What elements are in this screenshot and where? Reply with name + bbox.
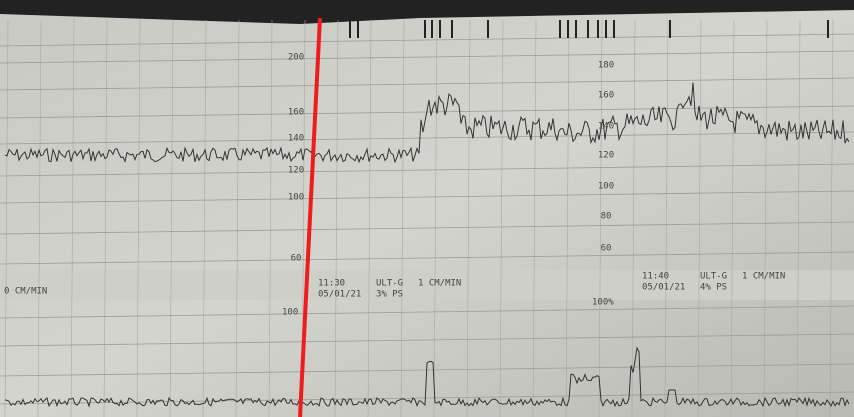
- scale-label: 160: [598, 91, 614, 101]
- paper: [0, 0, 854, 417]
- speed: 1 CM/MIN: [742, 272, 785, 282]
- scale-label: 140: [288, 134, 304, 144]
- scale-label: 140: [598, 122, 614, 132]
- mode: ULT-G: [376, 279, 403, 289]
- date: 05/01/21: [318, 290, 361, 300]
- scale-label: 100: [288, 193, 304, 203]
- scale-label: 160: [288, 108, 304, 118]
- scale-label: 60: [291, 254, 302, 264]
- speed-label: 0 CM/MIN: [4, 287, 47, 297]
- scale-label: 80: [601, 212, 612, 222]
- time: 11:30: [318, 279, 345, 289]
- mode: ULT-G: [700, 272, 727, 282]
- scale-label: 200: [288, 53, 304, 63]
- scale-label: 60: [601, 244, 612, 254]
- speed: 1 CM/MIN: [418, 279, 461, 289]
- date: 05/01/21: [642, 283, 685, 293]
- scale-label: 180: [598, 61, 614, 71]
- ps: 4% PS: [700, 283, 727, 293]
- scale-label: 120: [598, 151, 614, 161]
- time: 11:40: [642, 272, 669, 282]
- ctg-photo: 0 CM/MIN 100 100% 200 160 140 120 100 60 180 16…: [0, 0, 854, 417]
- uc-scale-label: 100: [282, 308, 298, 318]
- ps: 3% PS: [376, 290, 403, 300]
- scale-label: 100: [598, 182, 614, 192]
- uc-scale-label: 100%: [592, 298, 614, 308]
- scale-label: 120: [288, 166, 304, 176]
